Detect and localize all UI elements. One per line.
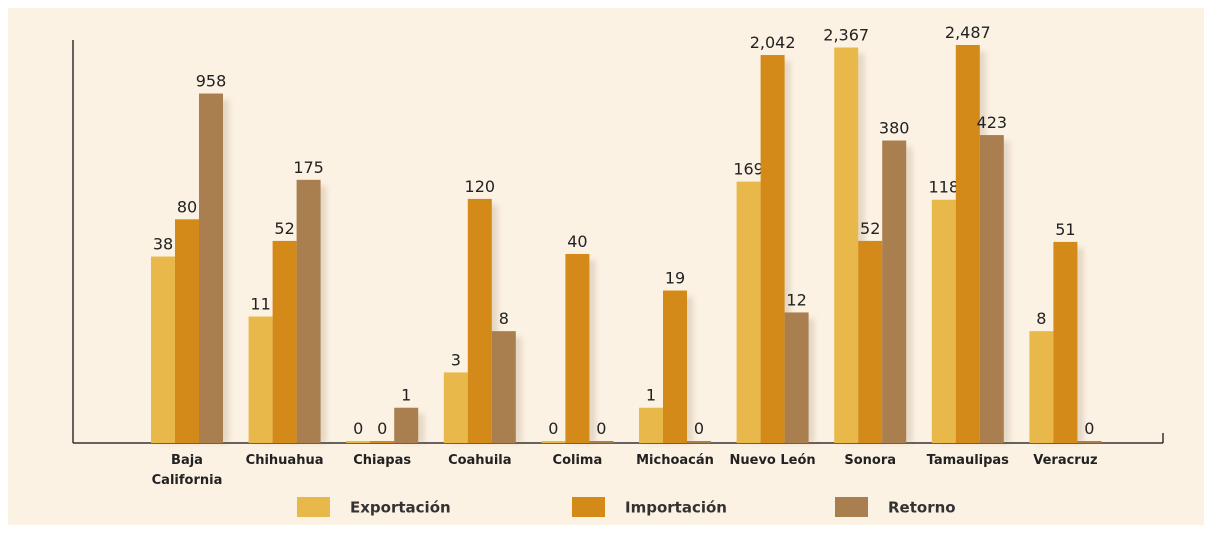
value-label: 2,367: [823, 26, 869, 45]
value-label: 11: [250, 295, 270, 314]
value-label: 0: [548, 419, 558, 438]
bar: [1053, 241, 1078, 443]
bar: [467, 198, 492, 443]
value-label: 0: [1084, 419, 1094, 438]
bar: [370, 441, 395, 443]
value-label: 8: [499, 309, 509, 328]
value-label: 52: [860, 219, 880, 238]
bar: [639, 407, 663, 443]
value-label: 0: [377, 419, 387, 438]
value-label: 175: [293, 158, 324, 177]
legend-swatch: [572, 497, 605, 517]
bar: [541, 441, 566, 443]
bar: [346, 441, 371, 443]
bar: [979, 135, 1004, 444]
bar: [760, 55, 785, 444]
value-label: 169: [733, 160, 764, 179]
bar: [663, 290, 687, 443]
value-label: 0: [353, 419, 363, 438]
bar: [784, 312, 809, 443]
value-label: 19: [665, 269, 685, 288]
value-label: 118: [929, 178, 960, 197]
bar: [151, 256, 175, 443]
x-tick-label: Nuevo León: [729, 453, 816, 468]
value-label: 0: [694, 419, 704, 438]
value-label: 958: [196, 72, 227, 91]
legend-swatch: [835, 497, 868, 517]
value-label: 423: [977, 113, 1008, 132]
value-label: 52: [274, 219, 294, 238]
value-label: 80: [177, 197, 197, 216]
legend-label: Exportación: [350, 499, 451, 517]
bar: [1029, 331, 1054, 443]
bar: [858, 240, 883, 443]
bar: [1077, 441, 1102, 443]
x-tick-label: Colima: [552, 453, 603, 468]
bar: [565, 253, 590, 443]
value-label: 40: [567, 232, 587, 251]
bar: [175, 219, 199, 443]
x-tick-label: Veracruz: [1033, 453, 1098, 468]
bar: [589, 441, 614, 443]
value-label: 12: [786, 290, 806, 309]
bar: [394, 407, 419, 443]
bar: [443, 372, 468, 443]
value-label: 380: [879, 119, 910, 138]
bar: [687, 441, 711, 443]
legend-label: Importación: [625, 499, 727, 517]
value-label: 120: [465, 177, 496, 196]
legend-label: Retorno: [888, 499, 956, 517]
value-label: 0: [596, 419, 606, 438]
bar: [272, 240, 297, 443]
value-label: 8: [1036, 309, 1046, 328]
value-label: 2,042: [750, 33, 796, 52]
value-label: 38: [153, 235, 173, 254]
x-tick-label: Coahuila: [448, 453, 512, 468]
bar: [931, 199, 956, 443]
bar: [248, 316, 273, 443]
value-label: 51: [1055, 220, 1075, 239]
bar: [955, 45, 980, 443]
value-label: 1: [401, 386, 411, 405]
x-tick-label: Sonora: [844, 453, 897, 468]
value-label: 1: [646, 386, 656, 405]
x-tick-label: Tamaulipas: [926, 453, 1009, 468]
bar: [834, 47, 859, 443]
x-tick-label: Chiapas: [353, 453, 412, 468]
bar: [882, 140, 907, 443]
x-tick-label: Chihuahua: [245, 453, 324, 468]
legend-swatch: [297, 497, 330, 517]
x-tick-label: Michoacán: [636, 453, 714, 468]
bar: [199, 93, 223, 443]
bar: [296, 179, 321, 444]
value-label: 3: [451, 350, 461, 369]
bar: [491, 331, 516, 443]
x-tick-label: Baja California: [151, 453, 223, 488]
bar: [736, 181, 761, 443]
value-label: 2,487: [945, 23, 991, 42]
